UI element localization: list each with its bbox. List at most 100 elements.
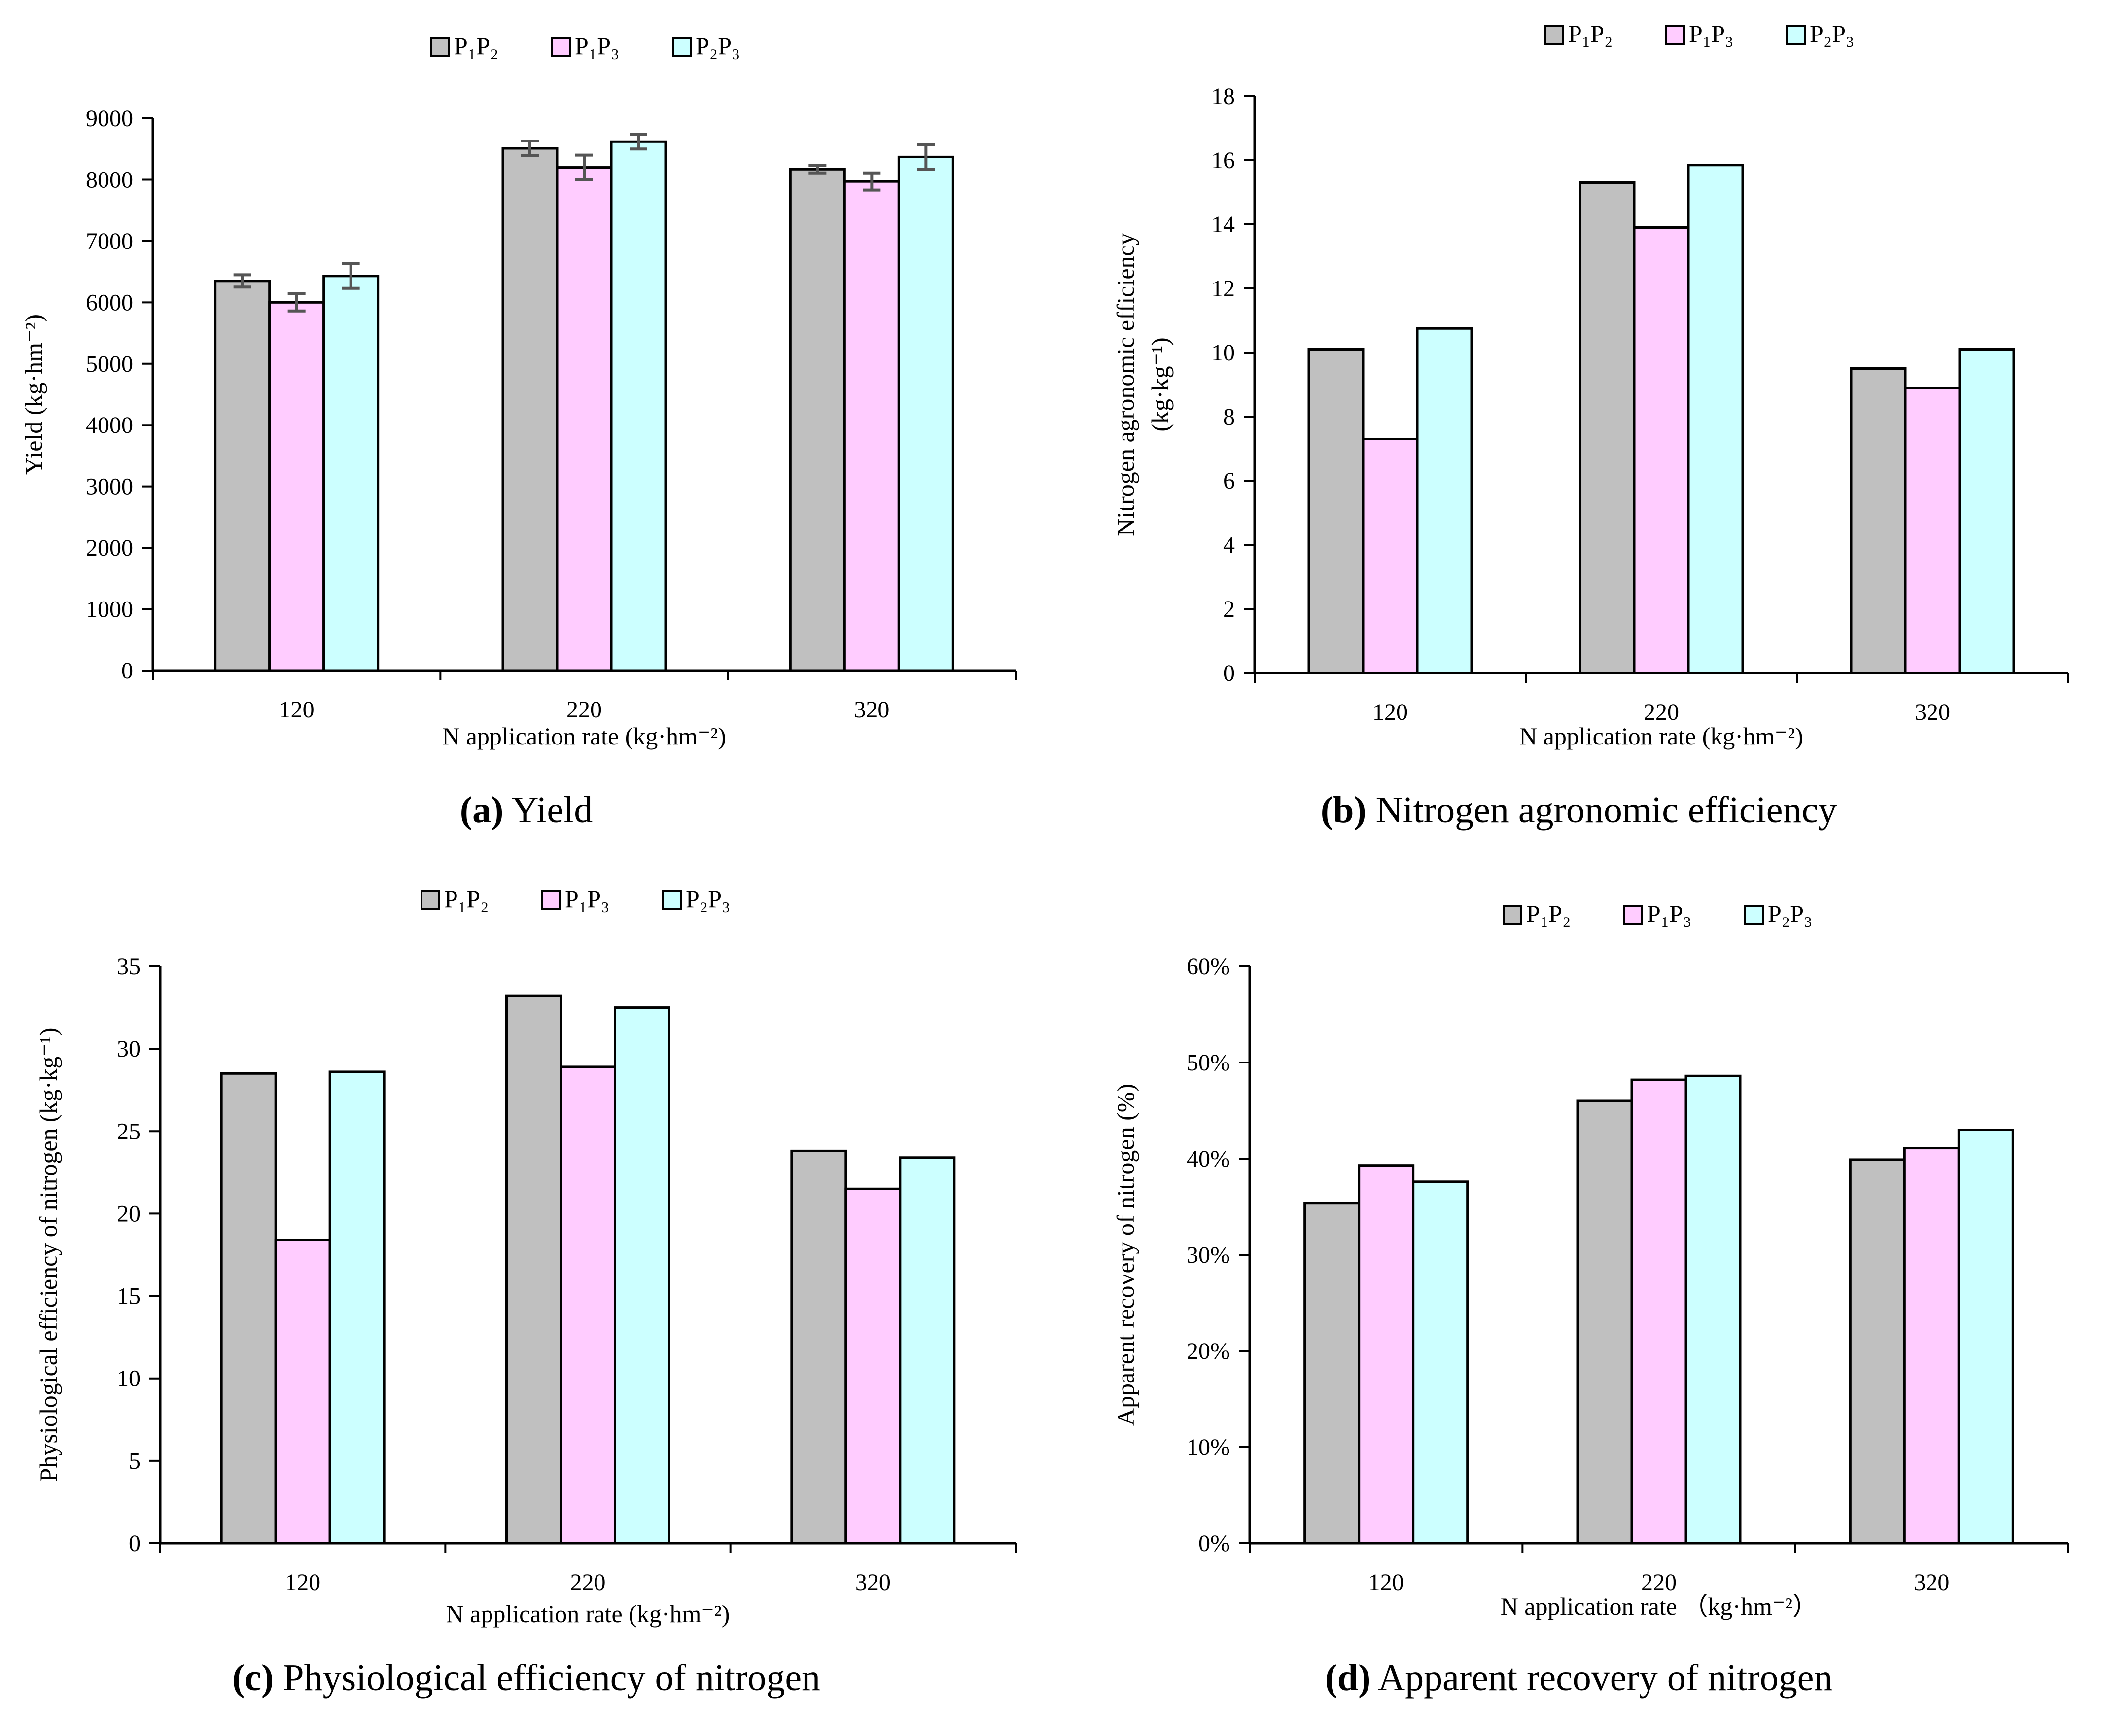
y-tick-label: 8 [1223,404,1235,430]
x-tick-label: 120 [279,697,315,723]
legend-label-p1p2: P₁P₂ [1526,900,1571,927]
y-tick-label: 4000 [86,412,133,438]
x-axis-label: N application rate （kg·hm⁻²） [1501,1593,1818,1620]
bar-p1p2 [1576,1099,1633,1545]
x-tick-label: 120 [1372,699,1408,725]
x-tick-label: 220 [1641,1569,1677,1595]
x-tick-label: 320 [1914,1569,1949,1595]
x-tick-label: 320 [1915,699,1950,725]
x-tick-label: 120 [285,1569,320,1595]
bar-p2p3 [1957,1129,2014,1545]
legend-swatch-p1p3 [541,890,561,910]
chart-panel-yield: 0 1000 2000 3000 4000 5000 6000 7000 8000 9000 120… [0,0,1052,868]
y-tick-label: 0 [129,1530,140,1557]
bar-p1p2 [1850,367,1907,674]
y-tick-label: 18 [1211,83,1235,109]
legend-swatch-p1p2 [430,37,450,57]
caption-letter: (a) [459,789,504,831]
bar-p1p2 [1303,1202,1361,1545]
y-tick-label: 35 [117,954,140,980]
legend-swatch-p1p3 [551,37,571,57]
bar-p1p3 [274,1239,331,1545]
chart-panel-apparent-recovery: 0% 10% 20% 30% 40% 50% 60% 120 220 320 P₁P₂ P₁P₃ P₂P… [1052,868,2105,1736]
y-tick-label: 0 [121,658,133,684]
legend-label-p2p3: P₂P₃ [696,32,740,60]
bar-p1p3 [268,301,325,672]
bar-p1p3 [843,180,900,672]
y-tick-label: 7000 [86,228,133,254]
bar-p2p3 [614,1006,670,1545]
legend-label-p2p3: P₂P₃ [686,885,730,913]
x-tick-label: 320 [854,697,889,723]
legend-label-p1p2: P₁P₂ [1568,20,1613,47]
y-tick-label: 1000 [86,597,133,623]
bar-p1p3 [556,166,613,672]
chart-panel-agronomic-efficiency: 0 2 4 6 8 10 12 14 16 18 120 220 320 P₁P₂ P₁P₃ P₂P₃ Nitr… [1052,0,2105,868]
y-axis-label: Physiological efficiency of nitrogen (kg… [35,1028,62,1482]
x-tick-label: 220 [570,1569,606,1595]
chart-apparent-recovery: 0% 10% 20% 30% 40% 50% 60% 120 220 320 P₁P₂ P₁P₃ P₂P… [1112,900,2069,1620]
bar-p1p2 [1579,181,1636,674]
bar-p2p3 [322,275,380,672]
y-tick-label: 50% [1187,1050,1230,1076]
caption-text: Apparent recovery of nitrogen [1370,1657,1833,1699]
caption-apparent-recovery: (d) Apparent recovery of nitrogen [1052,1657,2105,1700]
bar-p2p3 [1687,164,1744,674]
y-tick-label: 30 [117,1036,140,1062]
legend-swatch-p2p3 [672,37,692,57]
legend-label-p1p3: P₁P₃ [565,885,609,913]
bar-p1p3 [1358,1164,1415,1545]
bar-p1p3 [1362,438,1419,674]
bar-p1p3 [560,1065,616,1545]
caption-yield: (a) Yield [0,789,1052,832]
legend-swatch-p1p3 [1665,25,1685,45]
bar-p1p2 [1849,1158,1906,1545]
bar-p2p3 [1416,327,1473,674]
caption-agronomic-efficiency: (b) Nitrogen agronomic efficiency [1052,789,2105,832]
bar-p1p2 [1307,348,1365,674]
x-tick-label: 220 [1644,699,1679,725]
legend-label-p1p2: P₁P₂ [454,32,498,60]
y-tick-label: 14 [1211,212,1235,238]
y-tick-label: 40% [1187,1146,1230,1172]
legend-label-p1p3: P₁P₃ [1689,20,1733,47]
y-tick-label: 4 [1223,532,1235,558]
bar-p1p3 [1904,387,1961,674]
y-tick-label: 16 [1211,147,1235,174]
bar-p1p2 [790,1149,847,1545]
bar-p1p2 [214,280,271,672]
x-axis-label: N application rate (kg·hm⁻²) [1519,722,1803,750]
legend-label-p2p3: P₂P₃ [1810,20,1854,47]
y-tick-label: 10 [1211,340,1235,366]
y-tick-label: 6 [1223,468,1235,494]
y-tick-label: 20% [1187,1338,1230,1364]
y-tick-label: 5000 [86,351,133,377]
y-tick-label: 5 [129,1448,140,1474]
legend-swatch-p1p2 [421,890,440,910]
legend-swatch-p1p2 [1503,905,1522,925]
y-tick-label: 0 [1223,660,1235,686]
y-tick-label: 6000 [86,289,133,316]
bar-p1p3 [844,1187,902,1545]
caption-text: Yield [503,789,593,831]
legend-label-p1p3: P₁P₃ [575,32,619,60]
y-tick-label: 9000 [86,106,133,132]
bar-p1p2 [505,994,562,1545]
bar-p2p3 [1412,1180,1469,1545]
legend-label-p1p2: P₁P₂ [444,885,489,913]
y-tick-label: 12 [1211,276,1235,302]
bar-p1p3 [1903,1147,1960,1545]
chart-yield: 0 1000 2000 3000 4000 5000 6000 7000 8000 9000 120… [20,32,1017,750]
x-tick-label: 220 [566,697,602,723]
x-axis-label: N application rate (kg·hm⁻²) [442,722,726,750]
y-tick-label: 3000 [86,474,133,500]
chart-agronomic-efficiency: 0 2 4 6 8 10 12 14 16 18 120 220 320 P₁P₂ P₁P₃ P₂P₃ Nitr… [1112,20,2069,750]
caption-text: Nitrogen agronomic efficiency [1366,789,1837,831]
y-tick-label: 30% [1187,1242,1230,1268]
legend-swatch-p2p3 [662,890,682,910]
y-tick-label: 0% [1198,1530,1230,1557]
y-axis-label: Yield (kg·hm⁻²) [20,314,47,475]
y-tick-label: 15 [117,1283,140,1310]
legend-swatch-p1p2 [1544,25,1564,45]
legend-label-p1p3: P₁P₃ [1647,900,1691,927]
